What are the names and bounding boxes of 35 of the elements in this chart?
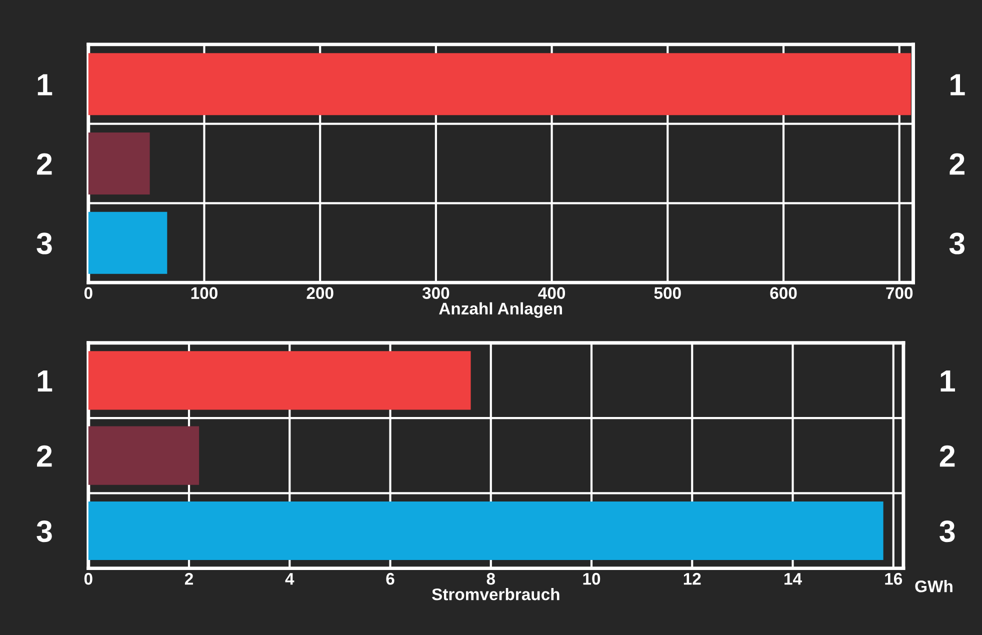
category-label: 1 — [38, 74, 52, 96]
x-axis-title: Stromverbrauch — [432, 588, 560, 600]
bar — [88, 351, 471, 410]
x-axis-title: Anzahl Anlagen — [439, 302, 562, 318]
y-tick-label: 3 — [940, 520, 955, 542]
x-tick-label: 100 — [191, 287, 218, 299]
category-label: 3 — [36, 232, 52, 254]
category-label: 3 — [36, 520, 52, 542]
y-tick-label: 2 — [950, 153, 964, 175]
x-tick-label: 10 — [583, 572, 600, 585]
x-tick-label: 12 — [684, 572, 701, 585]
bar — [88, 501, 884, 560]
x-tick-label: 500 — [654, 287, 681, 299]
y-tick-label: 3 — [949, 232, 965, 254]
text: GWh — [915, 580, 952, 592]
x-tick-label: 600 — [770, 287, 797, 299]
category-label: 2 — [37, 445, 52, 467]
x-tick-label: 0 — [84, 572, 92, 585]
y-tick-label: 1 — [940, 370, 955, 392]
x-tick-label: 700 — [886, 287, 913, 299]
category-label: 2 — [37, 153, 52, 175]
x-tick-label: 0 — [84, 287, 92, 299]
x-tick-label: 6 — [386, 572, 394, 585]
bar — [88, 426, 200, 485]
x-tick-label: 14 — [784, 573, 802, 585]
category-label: 1 — [38, 370, 52, 392]
x-tick-label: 8 — [486, 572, 496, 585]
x-tick-label: 300 — [422, 287, 450, 300]
x-tick-label: 4 — [285, 573, 294, 585]
y-tick-label: 2 — [940, 445, 955, 467]
x-tick-label: 200 — [306, 287, 334, 299]
x-tick-label: 16 — [885, 572, 902, 585]
x-tick-label: 2 — [184, 572, 193, 585]
y-tick-label: 1 — [950, 74, 965, 96]
x-tick-label: 400 — [538, 287, 566, 299]
